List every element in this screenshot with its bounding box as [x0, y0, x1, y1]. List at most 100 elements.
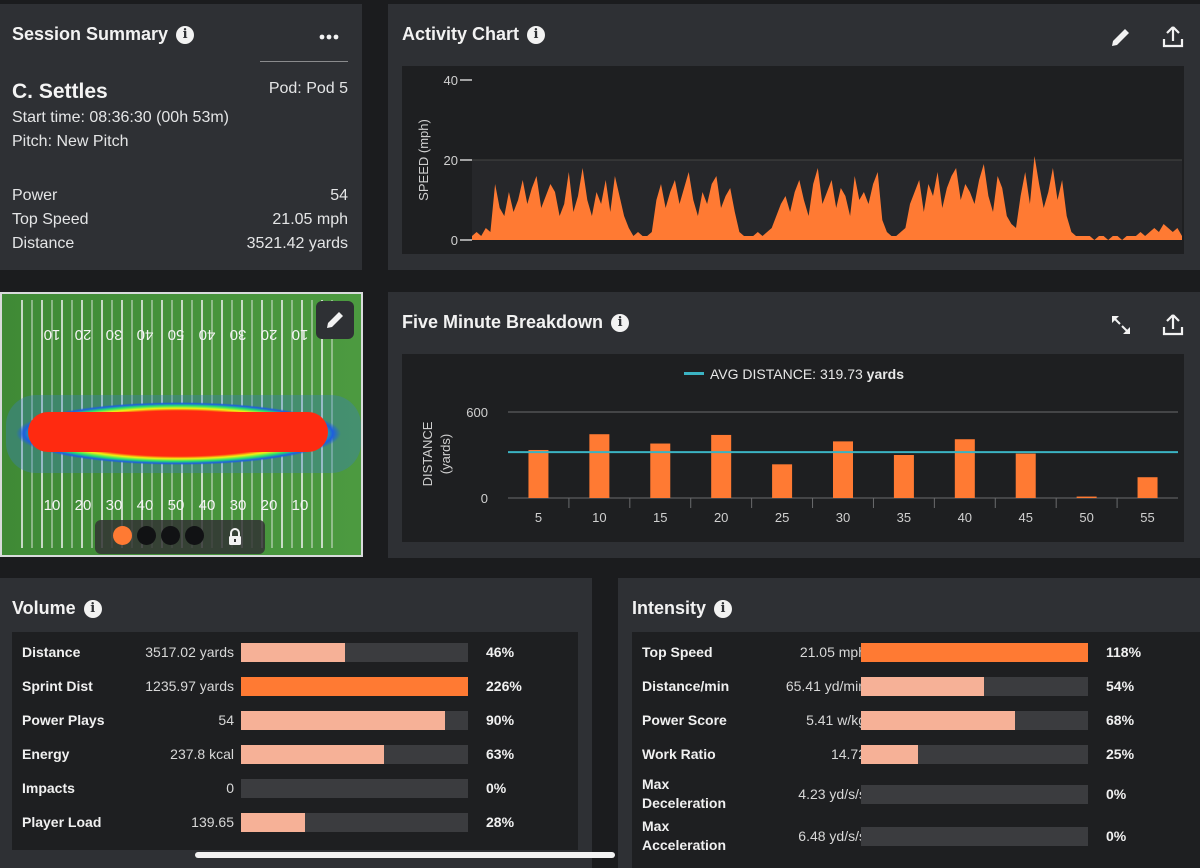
- breakdown-panel: Five Minute Breakdown i AVG DISTANCE: 319…: [388, 292, 1200, 558]
- y-axis-label: SPEED (mph): [416, 119, 431, 201]
- volume-title: Volume i: [12, 598, 102, 619]
- stat-value: 3521.42 yards: [246, 235, 348, 252]
- expand-icon[interactable]: [1108, 312, 1134, 338]
- yard-number: 20: [261, 326, 278, 343]
- metric-label: Distance: [22, 644, 81, 660]
- stat-value: 21.05 mph: [272, 211, 348, 228]
- metric-bar: [241, 813, 468, 832]
- metric-value: 1235.97 yards: [145, 678, 234, 694]
- metric-percent: 118%: [1106, 644, 1142, 660]
- y-tick-label: 0: [451, 233, 458, 248]
- metric-percent: 63%: [486, 746, 515, 762]
- pager-dot[interactable]: [113, 526, 132, 545]
- metric-bar: [861, 827, 1088, 846]
- info-icon[interactable]: i: [527, 26, 546, 44]
- info-icon[interactable]: i: [176, 26, 195, 44]
- distance-bar[interactable]: [711, 434, 732, 498]
- distance-bar[interactable]: [772, 464, 793, 498]
- metric-percent: 0%: [1106, 786, 1127, 802]
- metric-value: 3517.02 yards: [145, 644, 234, 660]
- metric-value: 4.23 yd/s/s: [798, 786, 866, 802]
- metric-bar-fill: [861, 677, 984, 696]
- metric-bar: [241, 745, 468, 764]
- pager-dot[interactable]: [185, 526, 204, 545]
- distance-bar[interactable]: [1015, 453, 1036, 498]
- avg-legend-swatch: [684, 372, 704, 375]
- session-summary-title: Session Summary i: [12, 24, 195, 45]
- yard-number: 30: [106, 326, 123, 343]
- metric-value: 6.48 yd/s/s: [798, 828, 866, 844]
- metric-value: 65.41 yd/min: [785, 678, 866, 694]
- distance-bar[interactable]: [954, 439, 975, 498]
- y-tick-label: 20: [444, 153, 458, 168]
- metric-value: 139.65: [191, 814, 234, 830]
- avg-legend: AVG DISTANCE: 319.73 yards: [684, 366, 904, 382]
- distance-bar[interactable]: [1076, 496, 1097, 498]
- x-tick-label: 10: [592, 510, 606, 525]
- field-heatmap[interactable]: 10 20 30 40 50 40 30 20 10 10 20 30 40 50 40 30 20 10: [0, 292, 363, 557]
- info-icon[interactable]: i: [714, 600, 733, 618]
- home-indicator[interactable]: [195, 852, 615, 858]
- metric-value: 0: [226, 780, 234, 796]
- pager-dot[interactable]: [161, 526, 180, 545]
- metric-bar-fill: [861, 745, 918, 764]
- divider: [260, 61, 348, 62]
- metric-row: Top Speed 21.05 mph 118%: [632, 643, 1200, 677]
- metric-bar: [861, 643, 1088, 662]
- metric-label: Energy: [22, 746, 70, 762]
- metric-bar-fill: [241, 813, 305, 832]
- distance-bar[interactable]: [650, 443, 671, 498]
- metric-row: Sprint Dist 1235.97 yards 226%: [12, 677, 578, 711]
- session-summary-panel: Session Summary i C. Settles Pod: Pod 5 S…: [0, 4, 362, 270]
- field-top-numbers: 10 20 30 40 50 40 30 20 10: [44, 326, 309, 343]
- distance-bar[interactable]: [833, 441, 853, 498]
- stat-label: Power: [12, 187, 58, 204]
- yard-number: 50: [168, 326, 185, 343]
- yard-number: 30: [230, 497, 247, 514]
- volume-panel: Volume i Distance 3517.02 yards 46% Sprint D…: [0, 578, 592, 868]
- yard-number: 20: [261, 497, 278, 514]
- yard-number: 20: [75, 326, 92, 343]
- upload-icon[interactable]: [1160, 312, 1186, 338]
- stat-label: Distance: [12, 235, 75, 252]
- intensity-panel: Intensity i Top Speed 21.05 mph 118% Distanc…: [618, 578, 1200, 868]
- yard-number: 30: [106, 497, 123, 514]
- yard-number: 10: [44, 497, 61, 514]
- speed-series: [472, 156, 1182, 240]
- yard-number: 10: [292, 497, 309, 514]
- metric-percent: 226%: [486, 678, 522, 694]
- distance-bar[interactable]: [893, 455, 914, 498]
- y-axis-label: DISTANCE: [420, 421, 435, 486]
- metric-label: Impacts: [22, 780, 75, 796]
- metric-label: Distance/min: [642, 678, 730, 694]
- metric-bar: [861, 745, 1088, 764]
- x-tick-label: 55: [1140, 510, 1154, 525]
- y-tick-label: 40: [444, 73, 458, 88]
- pager-bar: [95, 520, 265, 554]
- distance-bar[interactable]: [528, 449, 549, 498]
- metric-percent: 28%: [486, 814, 515, 830]
- pager-dot[interactable]: [137, 526, 156, 545]
- x-tick-label: 45: [1018, 510, 1032, 525]
- distance-bar[interactable]: [1137, 477, 1158, 498]
- metric-row: Distance 3517.02 yards 46%: [12, 643, 578, 677]
- metric-row: Player Load 139.65 28%: [12, 813, 578, 847]
- upload-icon[interactable]: [1160, 24, 1186, 50]
- info-icon[interactable]: i: [83, 600, 102, 618]
- info-icon[interactable]: i: [611, 314, 630, 332]
- distance-bar[interactable]: [589, 434, 610, 498]
- pencil-icon[interactable]: [316, 301, 354, 339]
- metric-percent: 54%: [1106, 678, 1135, 694]
- activity-chart: 40 20 0 SPEED (mph): [416, 73, 1182, 248]
- lock-icon[interactable]: [227, 528, 243, 546]
- x-tick-label: 5: [535, 510, 542, 525]
- metric-row: Max Deceleration 4.23 yd/s/s 0%: [632, 776, 1200, 819]
- pencil-icon[interactable]: [1108, 24, 1134, 50]
- more-icon[interactable]: [318, 30, 342, 42]
- pod-label: Pod: Pod 5: [268, 80, 348, 97]
- metric-percent: 25%: [1106, 746, 1135, 762]
- yard-number: 40: [137, 497, 154, 514]
- activity-chart-panel: Activity Chart i 40 20 0 SPEED (mph): [388, 4, 1200, 270]
- metric-label: Player Load: [22, 814, 102, 830]
- x-tick-label: 40: [958, 510, 972, 525]
